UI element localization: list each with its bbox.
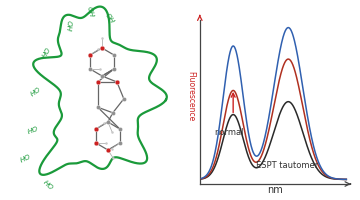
Text: Fluorescence: Fluorescence [186,71,195,121]
Text: OH: OH [27,84,40,96]
Text: OH: OH [65,20,72,32]
Text: OH: OH [43,176,55,188]
Text: OH: OH [17,151,30,161]
Text: OH: OH [104,12,116,24]
Text: OH: OH [25,123,38,133]
Text: OH: OH [38,46,49,58]
Text: normal: normal [214,128,244,137]
X-axis label: nm: nm [267,185,282,195]
Text: ESPT tautomer: ESPT tautomer [256,161,319,170]
Text: OH: OH [86,6,95,18]
